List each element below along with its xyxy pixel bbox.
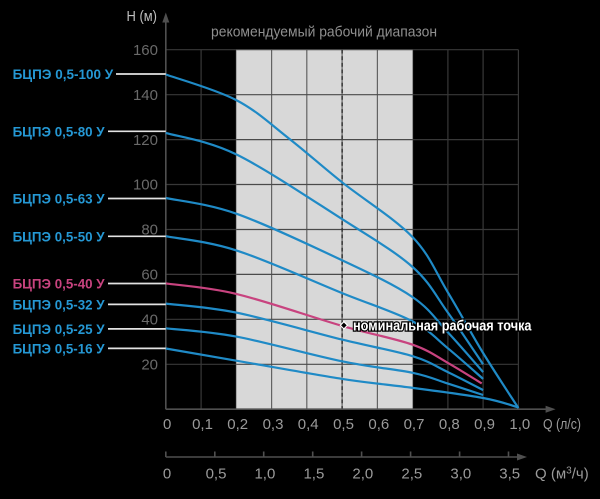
svg-text:0: 0 (163, 466, 171, 483)
svg-text:80: 80 (141, 222, 158, 239)
svg-text:2,0: 2,0 (352, 466, 373, 483)
svg-text:номинальная рабочая точка: номинальная рабочая точка (353, 318, 532, 335)
svg-text:120: 120 (133, 132, 158, 149)
svg-text:0,5: 0,5 (333, 416, 354, 433)
svg-text:БЦПЭ 0,5-100 У: БЦПЭ 0,5-100 У (13, 67, 114, 82)
svg-text:БЦПЭ 0,5-50 У: БЦПЭ 0,5-50 У (13, 229, 106, 244)
svg-text:0,3: 0,3 (263, 416, 284, 433)
svg-text:Q (м3/ч): Q (м3/ч) (535, 466, 589, 483)
svg-text:БЦПЭ 0,5-32 У: БЦПЭ 0,5-32 У (13, 297, 106, 312)
svg-text:1,5: 1,5 (303, 466, 324, 483)
svg-text:H (м): H (м) (127, 9, 158, 25)
svg-text:1,0: 1,0 (254, 466, 275, 483)
svg-text:100: 100 (133, 177, 158, 194)
svg-text:20: 20 (141, 357, 158, 374)
svg-text:40: 40 (141, 312, 158, 329)
svg-text:3,5: 3,5 (499, 466, 520, 483)
svg-text:0,7: 0,7 (404, 416, 425, 433)
svg-text:Q (л/с): Q (л/с) (543, 416, 581, 433)
svg-text:0,5: 0,5 (206, 466, 227, 483)
svg-text:БЦПЭ 0,5-16 У: БЦПЭ 0,5-16 У (13, 341, 106, 356)
svg-text:60: 60 (141, 267, 158, 284)
svg-text:1,0: 1,0 (509, 416, 530, 433)
svg-text:140: 140 (133, 87, 158, 104)
svg-text:0,4: 0,4 (298, 416, 319, 433)
svg-text:0,6: 0,6 (368, 416, 389, 433)
svg-text:рекомендуемый рабочий диапазон: рекомендуемый рабочий диапазон (211, 24, 437, 41)
svg-text:0,9: 0,9 (474, 416, 495, 433)
svg-text:2,5: 2,5 (401, 466, 422, 483)
svg-text:3,0: 3,0 (450, 466, 471, 483)
svg-text:0,1: 0,1 (192, 416, 213, 433)
svg-text:БЦПЭ 0,5-40 У: БЦПЭ 0,5-40 У (13, 277, 106, 292)
svg-text:0: 0 (163, 416, 171, 433)
svg-text:БЦПЭ 0,5-25 У: БЦПЭ 0,5-25 У (13, 322, 106, 337)
svg-text:0,2: 0,2 (227, 416, 248, 433)
svg-text:0,8: 0,8 (439, 416, 460, 433)
svg-text:160: 160 (133, 42, 158, 59)
svg-text:БЦПЭ 0,5-63 У: БЦПЭ 0,5-63 У (13, 192, 106, 207)
svg-text:БЦПЭ 0,5-80 У: БЦПЭ 0,5-80 У (13, 124, 106, 139)
